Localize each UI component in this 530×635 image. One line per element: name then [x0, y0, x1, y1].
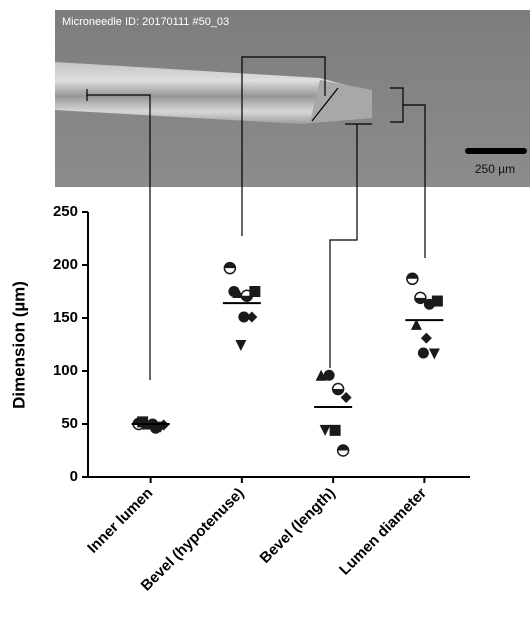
marker-half — [332, 389, 344, 395]
marker — [238, 311, 250, 323]
marker — [315, 369, 327, 381]
data-point — [428, 348, 440, 360]
data-point — [406, 272, 419, 286]
marker — [428, 348, 440, 360]
scale-label: 250 µm — [475, 162, 515, 176]
needle — [55, 62, 372, 124]
marker — [228, 286, 240, 297]
marker — [340, 392, 352, 403]
data-point — [235, 340, 247, 352]
connector-lumen-diameter — [390, 87, 426, 258]
marker — [417, 347, 429, 359]
marker — [319, 424, 331, 436]
marker — [246, 311, 258, 323]
data-point — [414, 291, 427, 305]
marker — [420, 332, 432, 344]
data-point — [340, 392, 352, 403]
marker-half — [414, 297, 426, 304]
connectors — [86, 56, 426, 380]
data-point — [323, 369, 335, 381]
data-point — [329, 424, 341, 436]
data-point — [249, 286, 261, 297]
data-point — [420, 332, 432, 344]
data-point — [417, 347, 429, 359]
x-tick-label: Lumen diameter — [336, 485, 430, 579]
marker — [137, 416, 149, 428]
micrograph: Microneedle ID: 20170111 #50_03 250 µm — [55, 10, 530, 187]
data-point — [246, 311, 258, 323]
y-tick-label: 200 — [53, 256, 78, 273]
data-point — [228, 286, 240, 297]
marker — [249, 286, 261, 297]
data-point — [410, 318, 422, 330]
connector-bevel-hypotenuse — [241, 56, 339, 236]
marker — [235, 340, 247, 352]
x-tick-label: Inner lumen — [84, 485, 156, 557]
y-tick-label: 250 — [53, 203, 78, 220]
marker — [323, 369, 335, 381]
data-point — [431, 295, 443, 307]
data-point — [137, 416, 149, 428]
connector-bevel-length — [329, 123, 372, 368]
x-tick-label: Bevel (hypotenuse) — [138, 485, 248, 595]
data-point — [223, 261, 237, 275]
marker-half — [406, 273, 418, 279]
marker — [329, 424, 341, 436]
data-point — [336, 444, 350, 457]
marker-half — [337, 445, 349, 451]
data-point — [331, 382, 345, 396]
marker — [431, 295, 443, 307]
y-axis-label: Dimension (µm) — [9, 281, 28, 409]
marker — [410, 318, 422, 330]
microneedle-id: Microneedle ID: 20170111 #50_03 — [62, 16, 229, 28]
x-tick-label: Bevel (length) — [257, 485, 339, 567]
data-point — [238, 311, 250, 323]
y-tick-label: 150 — [53, 309, 78, 326]
connector-inner-lumen — [86, 89, 151, 380]
y-tick-label: 0 — [70, 468, 78, 485]
y-tick-label: 50 — [61, 415, 78, 432]
y-tick-label: 100 — [53, 362, 78, 379]
data-point — [315, 369, 327, 381]
marker-half — [241, 295, 253, 302]
data-point — [319, 424, 331, 436]
marker-half — [224, 262, 236, 269]
